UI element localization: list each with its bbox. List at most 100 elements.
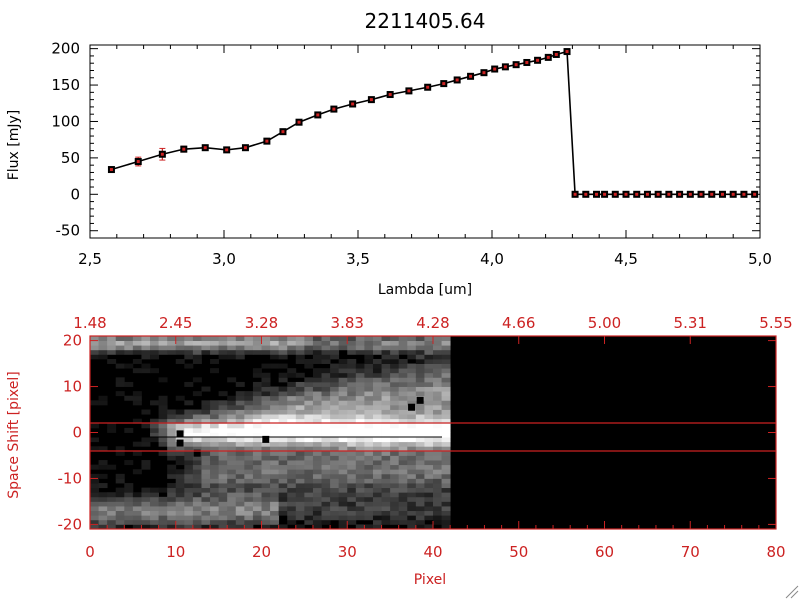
heatmap-cell (312, 492, 322, 498)
heatmap-cell (192, 340, 202, 346)
heatmap-cell (304, 358, 314, 364)
heatmap-cell (218, 418, 228, 424)
heatmap-cell (261, 349, 271, 355)
heatmap-cell (398, 377, 408, 383)
heatmap-cell (141, 441, 151, 447)
heatmap-cell (270, 423, 280, 429)
heatmap-cell (355, 381, 365, 387)
heatmap-cell (415, 432, 425, 438)
heatmap-cell (132, 358, 142, 364)
heatmap-cell (415, 372, 425, 378)
heatmap-cell (244, 414, 254, 420)
bottom-y-axis-label: Space Shift [pixel] (6, 371, 22, 498)
heatmap-cell (304, 506, 314, 512)
heatmap-cell (304, 455, 314, 461)
heatmap-cell (227, 464, 237, 470)
top-flux-plot: 2211405.64 2,5 3,0 3,5 4,0 4,5 5,0 2001501005… (6, 9, 772, 298)
heatmap-cell (175, 345, 185, 351)
heatmap-cell (244, 391, 254, 397)
heatmap-cell (210, 506, 220, 512)
heatmap-cell (218, 437, 228, 443)
heatmap-cell (287, 400, 297, 406)
heatmap-cell (415, 455, 425, 461)
heatmap-cell (312, 483, 322, 489)
heatmap-cell (98, 492, 108, 498)
data-point-core (565, 50, 569, 54)
heatmap-cell (433, 358, 442, 364)
heatmap-cell (210, 358, 220, 364)
heatmap-cell (158, 496, 168, 502)
heatmap-cell (330, 340, 340, 346)
heatmap-cell (252, 510, 262, 516)
heatmap-cell (192, 358, 202, 364)
heatmap-cell (252, 381, 262, 387)
heatmap-cell (90, 496, 99, 502)
heatmap-cell (261, 519, 271, 525)
heatmap-cell (244, 487, 254, 493)
heatmap-cell (115, 473, 125, 479)
heatmap-cell (364, 340, 374, 346)
heatmap-cell (321, 460, 331, 466)
heatmap-cell (244, 455, 254, 461)
heatmap-cell (107, 423, 117, 429)
heatmap-cell (167, 519, 177, 525)
heatmap-cell (321, 377, 331, 383)
heatmap-cell (158, 409, 168, 415)
heatmap-cell (312, 404, 322, 410)
heatmap-cell (347, 519, 357, 525)
heatmap-cell (244, 446, 254, 452)
heatmap-cell (235, 464, 245, 470)
heatmap-cell (295, 446, 305, 452)
heatmap-cell (278, 409, 288, 415)
heatmap-cell (321, 464, 331, 470)
heatmap-cell (261, 423, 271, 429)
heatmap-cell (390, 340, 400, 346)
resize-grip-icon[interactable] (785, 585, 799, 599)
heatmap-cell (364, 437, 374, 443)
heatmap-cell (338, 469, 348, 475)
heatmap-cell (390, 478, 400, 484)
data-point-core (584, 192, 588, 196)
heatmap-cell (441, 372, 451, 378)
heatmap-cell (295, 483, 305, 489)
heatmap-cell (364, 395, 374, 401)
heatmap-cell (201, 349, 211, 355)
heatmap-cell (192, 418, 202, 424)
heatmap-cell (287, 510, 297, 516)
heatmap-cell (167, 432, 177, 438)
heatmap-cell (184, 506, 194, 512)
heatmap-cell (235, 409, 245, 415)
heatmap-cell (304, 418, 314, 424)
heatmap-cell (270, 441, 280, 447)
heatmap-cell (304, 450, 314, 456)
heatmap-cell (201, 414, 211, 420)
heatmap-cell (270, 506, 280, 512)
heatmap-cell (390, 414, 400, 420)
heatmap-cell (115, 450, 125, 456)
heatmap-cell (192, 437, 202, 443)
heatmap-cell (295, 336, 305, 341)
heatmap-cell (312, 441, 322, 447)
heatmap-cell (107, 496, 117, 502)
heatmap-cell (141, 363, 151, 369)
heatmap-cell (150, 515, 159, 521)
heatmap-cell (390, 441, 400, 447)
heatmap-cell (98, 400, 108, 406)
heatmap-cell (90, 345, 99, 351)
heatmap-cell (227, 345, 237, 351)
heatmap-cell (372, 418, 382, 424)
heatmap-cell (347, 460, 357, 466)
heatmap-cell (321, 496, 331, 502)
data-point-core (536, 58, 540, 62)
heatmap-cell (270, 427, 280, 433)
heatmap-cell (278, 354, 288, 360)
heatmap-cell (201, 340, 211, 346)
heatmap-cell (244, 427, 254, 433)
heatmap-cell (244, 400, 254, 406)
heatmap-cell (287, 345, 297, 351)
bottom-top-tick-label: 5.00 (588, 314, 621, 332)
heatmap-cell (184, 432, 194, 438)
heatmap-cell (364, 506, 374, 512)
heatmap-cell (270, 460, 280, 466)
